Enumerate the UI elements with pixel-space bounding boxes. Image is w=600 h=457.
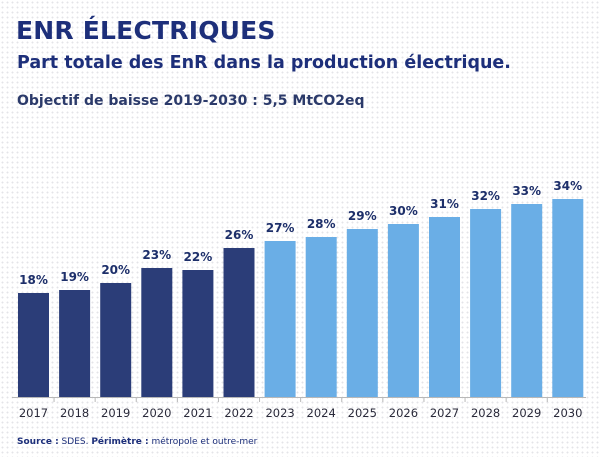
source-value: SDES. [58, 437, 92, 447]
value-label-2021: 22% [184, 250, 213, 264]
value-label-2029: 33% [512, 184, 541, 198]
value-label-2024: 28% [307, 217, 336, 231]
x-axis-labels-group: 2017 2018 2019 2020 2021 2022 2023 2024 2025 2026… [19, 406, 583, 420]
bar-2026 [387, 224, 419, 397]
tick-label-2020: 2020 [142, 406, 171, 420]
tick-label-2022: 2022 [224, 406, 253, 420]
perimeter-value: métropole et outre-mer [148, 437, 258, 447]
bar-2024 [305, 237, 337, 397]
value-label-2018: 19% [60, 270, 89, 284]
value-label-2020: 23% [142, 248, 171, 262]
tick-label-2029: 2029 [512, 406, 541, 420]
value-label-2027: 31% [430, 197, 459, 211]
tick-label-2027: 2027 [430, 406, 459, 420]
x-axis-ticks-group [53, 397, 548, 402]
value-label-2028: 32% [471, 189, 500, 203]
tick-label-2025: 2025 [348, 406, 377, 420]
bar-2025 [346, 229, 378, 397]
value-label-2019: 20% [101, 263, 130, 277]
bar-2030 [552, 199, 584, 397]
chart-subtitle: Part totale des EnR dans la production é… [17, 53, 511, 73]
perimeter-label: Périmètre : [91, 437, 149, 447]
bar-2027 [429, 217, 460, 397]
bar-2028 [470, 209, 502, 397]
bar-2018 [59, 290, 91, 397]
source-label: Source : [17, 437, 59, 447]
value-label-2026: 30% [389, 204, 418, 218]
tick-label-2019: 2019 [101, 406, 130, 420]
tick-label-2030: 2030 [553, 406, 582, 420]
tick-label-2028: 2028 [471, 406, 500, 420]
bar-chart: 18% 19% 20% 23% 22% 26% 27% 28% 29% 30% 31% 32% 33% 3… [12, 179, 586, 420]
tick-label-2023: 2023 [265, 406, 294, 420]
tick-label-2017: 2017 [19, 406, 48, 420]
bar-2021 [182, 270, 214, 397]
objective-text: Objectif de baisse 2019-2030 : 5,5 MtCO2… [17, 93, 365, 109]
value-label-2023: 27% [266, 221, 295, 235]
value-label-2030: 34% [553, 179, 582, 193]
tick-label-2021: 2021 [183, 406, 212, 420]
source-note: Source : SDES. Périmètre : métropole et … [17, 437, 257, 447]
value-label-2017: 18% [19, 273, 48, 287]
bar-2022 [223, 248, 255, 397]
chart-title: ENR ÉLECTRIQUES [16, 16, 276, 45]
value-label-2022: 26% [225, 228, 254, 242]
tick-label-2026: 2026 [389, 406, 418, 420]
bar-2020 [141, 268, 173, 397]
value-label-2025: 29% [348, 209, 377, 223]
bar-2023 [264, 241, 296, 397]
value-labels-group: 18% 19% 20% 23% 22% 26% 27% 28% 29% 30% 31% 32% 33% 3… [19, 179, 582, 287]
bar-2029 [511, 204, 543, 397]
tick-label-2024: 2024 [307, 406, 336, 420]
bars-group [18, 199, 584, 397]
tick-label-2018: 2018 [60, 406, 89, 420]
bar-2017 [18, 293, 49, 397]
bar-2019 [100, 283, 132, 397]
